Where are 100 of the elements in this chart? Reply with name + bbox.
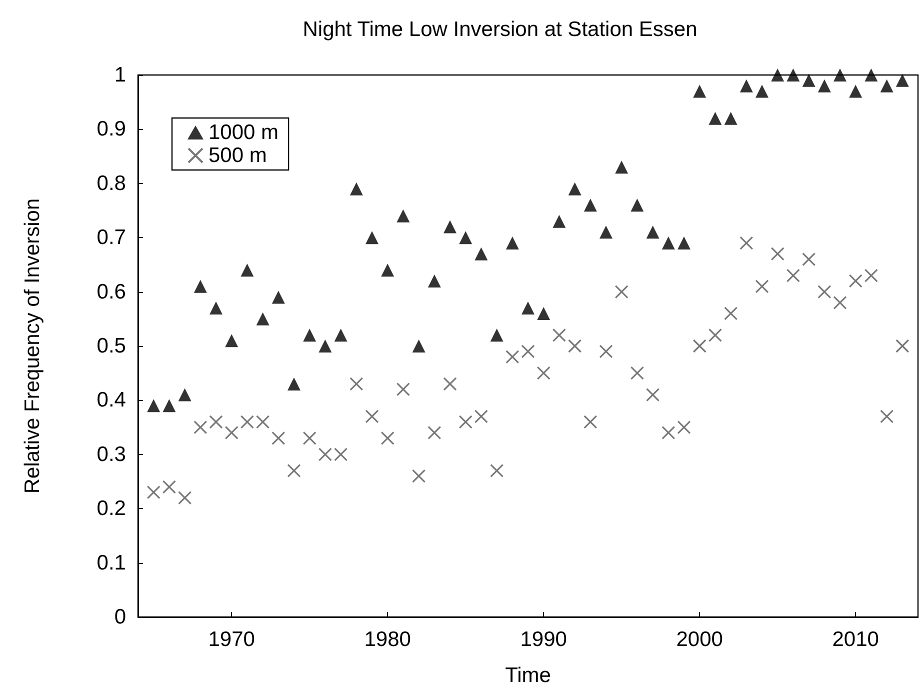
point xyxy=(444,220,456,234)
x-tick-label: 2000 xyxy=(676,628,723,651)
y-tick-label: 0.9 xyxy=(96,118,126,141)
y-tick-label: 0.4 xyxy=(96,388,126,412)
point xyxy=(848,274,862,288)
point xyxy=(490,464,504,478)
point xyxy=(522,302,534,315)
x-tick-label: 1980 xyxy=(364,628,411,651)
point xyxy=(272,290,285,304)
point xyxy=(770,247,784,261)
point xyxy=(802,252,816,266)
point xyxy=(210,302,222,315)
point xyxy=(350,377,364,391)
point xyxy=(146,486,160,500)
point xyxy=(692,339,706,353)
point xyxy=(755,280,769,294)
point xyxy=(412,340,426,352)
point xyxy=(771,68,784,82)
y-tick-label: 1 xyxy=(114,64,126,86)
y-tick-label: 0.3 xyxy=(96,442,126,466)
point xyxy=(568,182,582,196)
point xyxy=(646,388,660,402)
point xyxy=(396,209,410,222)
point xyxy=(896,339,910,353)
point xyxy=(256,415,270,429)
point xyxy=(693,84,706,98)
point xyxy=(381,264,394,277)
point xyxy=(630,366,644,380)
point xyxy=(194,280,207,293)
point xyxy=(272,431,286,445)
point xyxy=(194,420,208,434)
point xyxy=(584,415,598,429)
y-tick-label: 0.7 xyxy=(96,226,126,250)
point xyxy=(818,285,832,299)
point xyxy=(288,377,300,390)
point xyxy=(880,79,894,92)
point xyxy=(209,415,223,429)
point xyxy=(366,231,378,244)
legend-label: 500 m xyxy=(208,144,267,167)
point xyxy=(334,448,348,462)
x-tick-label: 1990 xyxy=(520,628,567,651)
point xyxy=(162,480,176,494)
point xyxy=(756,84,768,98)
point xyxy=(678,236,690,250)
point xyxy=(224,426,238,440)
point xyxy=(318,448,332,462)
point xyxy=(380,431,394,445)
point xyxy=(459,231,472,244)
point xyxy=(552,328,566,342)
x-axis-title: Time xyxy=(505,664,551,687)
y-tick-label: 0.5 xyxy=(96,334,126,358)
point xyxy=(287,464,301,478)
point xyxy=(646,226,660,239)
point xyxy=(162,399,176,412)
point xyxy=(708,112,722,125)
point xyxy=(552,214,566,228)
point xyxy=(662,426,676,440)
point xyxy=(802,74,816,87)
y-tick-label: 0 xyxy=(114,606,126,628)
point xyxy=(318,340,332,352)
point xyxy=(584,198,597,212)
point xyxy=(225,334,238,348)
point xyxy=(490,328,504,342)
point xyxy=(178,388,192,402)
point xyxy=(521,344,535,358)
point xyxy=(630,198,644,212)
x-tick-label: 1970 xyxy=(208,628,255,651)
point xyxy=(568,339,582,353)
point xyxy=(396,382,410,396)
point xyxy=(506,236,519,250)
point xyxy=(474,247,488,260)
point xyxy=(864,268,878,282)
point xyxy=(599,344,613,358)
chart-title: Night Time Low Inversion at Station Essen xyxy=(302,18,698,41)
point xyxy=(740,79,753,92)
point xyxy=(724,306,738,320)
point xyxy=(708,328,722,342)
point xyxy=(536,366,550,380)
point xyxy=(786,268,800,282)
y-tick-label: 0.2 xyxy=(96,497,126,520)
point xyxy=(724,112,738,125)
point xyxy=(786,68,800,82)
point xyxy=(240,264,254,277)
point xyxy=(256,312,270,326)
legend-label: 1000 m xyxy=(208,121,279,144)
point xyxy=(506,350,520,364)
point xyxy=(428,426,442,440)
point xyxy=(178,490,192,505)
point xyxy=(334,328,348,342)
point xyxy=(740,236,754,250)
point xyxy=(614,285,628,299)
point xyxy=(864,68,878,82)
point xyxy=(412,469,426,483)
point xyxy=(458,415,472,429)
point xyxy=(600,226,612,239)
point xyxy=(537,306,550,320)
point xyxy=(615,160,628,174)
point xyxy=(834,68,846,82)
y-tick-label: 0.1 xyxy=(96,551,126,574)
x-tick-label: 2010 xyxy=(832,628,879,651)
